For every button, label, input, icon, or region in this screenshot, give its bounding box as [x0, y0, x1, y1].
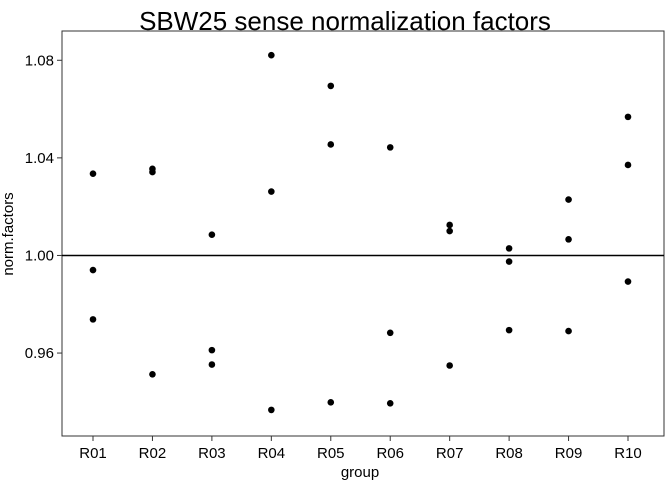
data-point: [327, 82, 335, 90]
data-point: [208, 346, 216, 354]
y-tick-label: 1.00: [25, 247, 54, 264]
x-axis: R01 R02 R03 R04 R05 R06 R07 R08 R09 R10: [79, 436, 642, 462]
data-point: [446, 227, 453, 235]
data-point: [565, 196, 572, 203]
data-point: [327, 399, 335, 406]
data-point: [89, 170, 97, 178]
x-tick-label: R04: [258, 445, 286, 462]
y-axis: 0.96 1.00 1.04 1.08: [25, 52, 62, 362]
data-point: [624, 113, 632, 121]
data-point: [565, 327, 572, 335]
data-points: [89, 51, 632, 414]
y-axis-title: norm.factors: [0, 192, 17, 275]
data-point: [505, 326, 513, 334]
data-point: [386, 144, 394, 151]
x-axis-title: group: [341, 464, 379, 480]
data-point: [624, 161, 632, 169]
x-tick-label: R03: [198, 445, 226, 462]
data-point: [149, 370, 156, 378]
x-tick-label: R07: [436, 445, 464, 462]
data-point: [565, 236, 572, 243]
data-point: [386, 400, 394, 407]
data-point: [268, 51, 275, 59]
y-tick-label: 0.96: [25, 345, 54, 362]
x-tick-label: R02: [139, 445, 167, 462]
plot-area-border: [61, 30, 665, 437]
x-tick-label: R01: [79, 445, 107, 462]
data-point: [446, 221, 453, 229]
data-point: [446, 362, 453, 369]
y-tick-label: 1.08: [25, 52, 54, 69]
data-point: [505, 258, 513, 265]
data-point: [505, 245, 513, 252]
x-tick-label: R08: [495, 445, 523, 462]
data-point: [89, 316, 97, 323]
data-point: [386, 329, 394, 337]
data-point: [268, 188, 275, 195]
x-tick-label: R06: [376, 445, 404, 462]
x-tick-label: R05: [317, 445, 345, 462]
data-point: [208, 361, 216, 368]
data-point: [327, 141, 335, 148]
x-tick-label: R09: [555, 445, 583, 462]
x-tick-label: R10: [614, 445, 642, 462]
data-point: [149, 168, 156, 176]
data-point: [268, 406, 275, 414]
y-tick-label: 1.04: [25, 150, 54, 167]
data-point: [624, 278, 632, 285]
data-point: [89, 266, 97, 274]
data-point: [208, 231, 216, 239]
